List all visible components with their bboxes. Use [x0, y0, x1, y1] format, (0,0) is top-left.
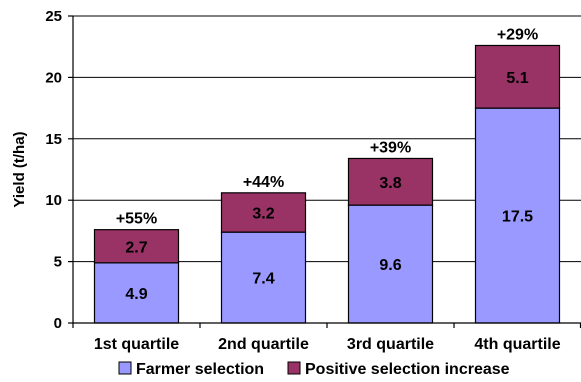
data-label-farmer-3: 9.6 [379, 257, 401, 274]
bars [93, 44, 561, 324]
legend: Farmer selection Positive selection incre… [118, 361, 510, 378]
x-tick-label-1: 1st quartile [94, 336, 179, 353]
legend-label-increase: Positive selection increase [305, 361, 510, 378]
y-tick-label-0: 0 [54, 315, 62, 332]
bar-farmer-4 [474, 107, 561, 324]
bar-increase-2 [220, 192, 307, 233]
percent-annotation-4: +29% [497, 26, 538, 43]
y-tick-label-25: 25 [45, 8, 62, 25]
y-tick-label-20: 20 [45, 69, 62, 86]
data-label-increase-2: 3.2 [252, 205, 274, 222]
bar-increase-3 [347, 157, 434, 206]
labels: 4.9 2.7 +55% 1st quartile 7.4 3.2 +44% 2nd quar… [45, 8, 560, 353]
data-label-farmer-4: 17.5 [502, 209, 533, 226]
bar-farmer-1 [93, 262, 180, 324]
data-label-increase-4: 5.1 [506, 70, 528, 87]
percent-annotation-3: +39% [370, 139, 411, 156]
data-label-increase-3: 3.8 [379, 175, 401, 192]
data-label-farmer-2: 7.4 [252, 271, 274, 288]
x-tick-label-4: 4th quartile [474, 336, 560, 353]
legend-swatch-increase [287, 361, 301, 375]
x-tick-label-2: 2nd quartile [218, 336, 309, 353]
legend-label-farmer: Farmer selection [136, 361, 264, 378]
data-label-increase-1: 2.7 [125, 239, 147, 256]
y-tick-label-5: 5 [54, 254, 62, 271]
percent-annotation-2: +44% [243, 174, 284, 191]
bar-increase-4 [474, 44, 561, 109]
bar-increase-1 [93, 229, 180, 264]
data-label-farmer-1: 4.9 [125, 286, 147, 303]
legend-swatch-farmer [118, 361, 132, 375]
percent-annotation-1: +55% [116, 211, 157, 228]
y-tick-label-15: 15 [45, 131, 62, 148]
y-tick-label-10: 10 [45, 192, 62, 209]
x-tick-label-3: 3rd quartile [347, 336, 434, 353]
y-axis-title: Yield (t/ha) [11, 131, 28, 207]
axes [68, 15, 581, 328]
